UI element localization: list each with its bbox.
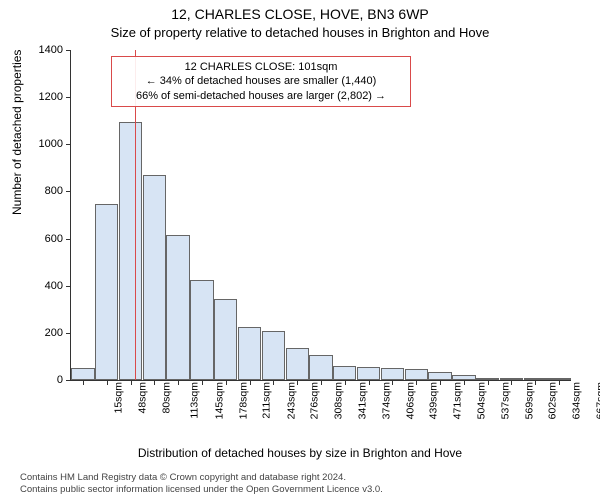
xtick-mark — [297, 380, 298, 385]
xtick-label: 374sqm — [380, 382, 392, 419]
plot-area: 020040060080010001200140015sqm48sqm80sqm… — [70, 50, 571, 381]
ytick-mark — [66, 333, 71, 334]
ytick-mark — [66, 144, 71, 145]
bar — [71, 368, 94, 380]
xtick-mark — [154, 380, 155, 385]
annotation-line3: 66% of semi-detached houses are larger (… — [118, 89, 404, 103]
ytick-label: 0 — [3, 374, 63, 386]
xtick-mark — [511, 380, 512, 385]
ytick-label: 200 — [3, 327, 63, 339]
xtick-mark — [440, 380, 441, 385]
bar — [381, 368, 404, 380]
bar — [262, 331, 285, 381]
bar — [119, 122, 142, 380]
xtick-mark — [131, 380, 132, 385]
xtick-mark — [345, 380, 346, 385]
xtick-mark — [488, 380, 489, 385]
ytick-label: 1200 — [3, 91, 63, 103]
ytick-label: 400 — [3, 280, 63, 292]
xtick-mark — [178, 380, 179, 385]
bar — [333, 366, 356, 380]
xtick-mark — [83, 380, 84, 385]
bar — [357, 367, 380, 380]
bar — [238, 327, 261, 380]
ytick-label: 1000 — [3, 138, 63, 150]
ytick-mark — [66, 50, 71, 51]
chart-subtitle: Size of property relative to detached ho… — [0, 23, 600, 41]
xtick-mark — [321, 380, 322, 385]
xtick-label: 471sqm — [452, 382, 464, 419]
figure: 12, CHARLES CLOSE, HOVE, BN3 6WP Size of… — [0, 0, 600, 500]
ytick-label: 1400 — [3, 44, 63, 56]
xtick-label: 48sqm — [136, 382, 148, 414]
annotation-line1: 12 CHARLES CLOSE: 101sqm — [118, 60, 404, 74]
xtick-mark — [226, 380, 227, 385]
copyright-line2: Contains public sector information licen… — [20, 484, 383, 496]
chart-title: 12, CHARLES CLOSE, HOVE, BN3 6WP — [0, 0, 600, 23]
ytick-label: 600 — [3, 233, 63, 245]
xtick-mark — [107, 380, 108, 385]
bar — [214, 299, 237, 380]
copyright-text: Contains HM Land Registry data © Crown c… — [20, 472, 383, 496]
ytick-mark — [66, 191, 71, 192]
annotation-box: 12 CHARLES CLOSE: 101sqm ← 34% of detach… — [111, 56, 411, 107]
xtick-mark — [535, 380, 536, 385]
bar — [405, 369, 428, 380]
xtick-label: 15sqm — [112, 382, 124, 414]
xtick-mark — [202, 380, 203, 385]
xtick-label: 145sqm — [214, 382, 226, 419]
xtick-mark — [559, 380, 560, 385]
bar — [95, 204, 118, 380]
xtick-mark — [416, 380, 417, 385]
ytick-mark — [66, 239, 71, 240]
bar — [309, 355, 332, 380]
xtick-mark — [250, 380, 251, 385]
x-axis-label: Distribution of detached houses by size … — [0, 446, 600, 460]
xtick-mark — [273, 380, 274, 385]
ytick-label: 800 — [3, 185, 63, 197]
xtick-label: 602sqm — [547, 382, 559, 419]
xtick-label: 439sqm — [428, 382, 440, 419]
xtick-label: 308sqm — [333, 382, 345, 419]
ytick-mark — [66, 97, 71, 98]
xtick-mark — [392, 380, 393, 385]
bar — [190, 280, 213, 380]
bar — [428, 372, 451, 380]
bar — [286, 348, 309, 380]
xtick-mark — [369, 380, 370, 385]
bar — [143, 175, 166, 380]
xtick-label: 504sqm — [475, 382, 487, 419]
bar — [166, 235, 189, 380]
copyright-line1: Contains HM Land Registry data © Crown c… — [20, 472, 383, 484]
xtick-label: 634sqm — [571, 382, 583, 419]
xtick-label: 276sqm — [309, 382, 321, 419]
xtick-label: 667sqm — [594, 382, 600, 419]
xtick-label: 178sqm — [237, 382, 249, 419]
xtick-label: 113sqm — [189, 382, 201, 419]
annotation-line2: ← 34% of detached houses are smaller (1,… — [118, 74, 404, 88]
xtick-label: 569sqm — [523, 382, 535, 419]
xtick-label: 80sqm — [160, 382, 172, 414]
xtick-label: 341sqm — [356, 382, 368, 419]
xtick-label: 406sqm — [404, 382, 416, 419]
xtick-label: 211sqm — [260, 382, 272, 419]
ytick-mark — [66, 380, 71, 381]
ytick-mark — [66, 286, 71, 287]
xtick-label: 537sqm — [499, 382, 511, 419]
xtick-mark — [464, 380, 465, 385]
xtick-label: 243sqm — [285, 382, 297, 419]
